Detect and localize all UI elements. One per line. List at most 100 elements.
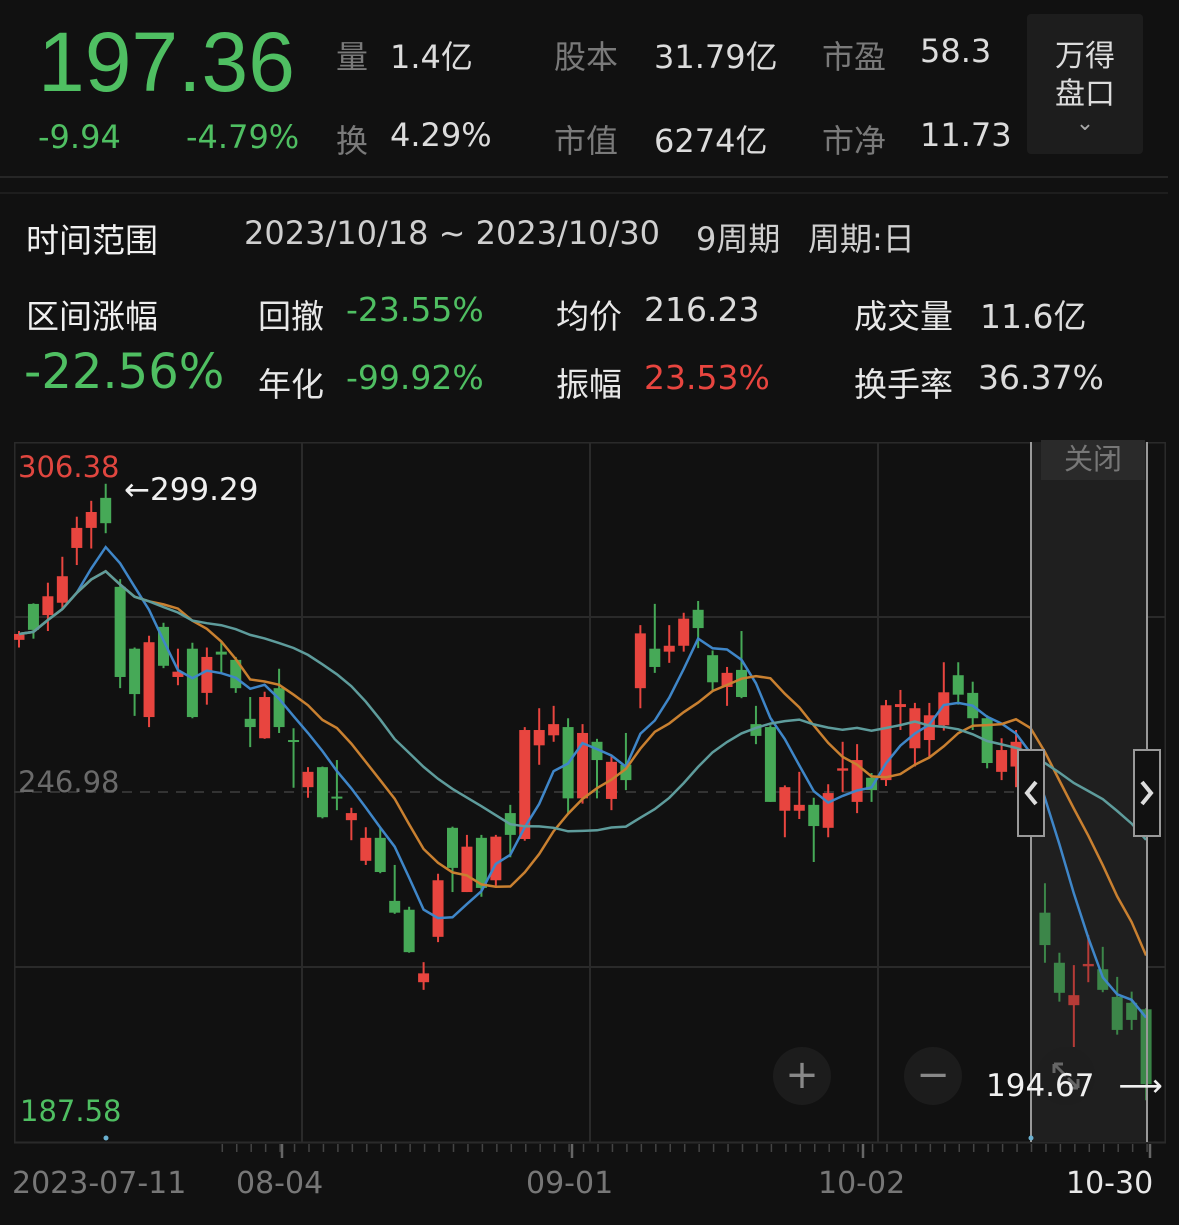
- close-selection-button[interactable]: 关闭: [1041, 440, 1145, 480]
- candle: [779, 785, 791, 838]
- avg-price-value: 216.23: [644, 290, 760, 329]
- candle: [880, 699, 892, 786]
- candle-body: [129, 648, 141, 695]
- candle: [707, 650, 719, 690]
- candle-body: [215, 651, 227, 655]
- avg-price-label: 均价: [556, 297, 622, 336]
- candle: [1068, 965, 1080, 1048]
- candle-body: [866, 777, 878, 791]
- candle-body: [1053, 962, 1065, 993]
- chevron-right-icon: [1140, 780, 1154, 806]
- candle-body: [938, 692, 950, 726]
- range-dates[interactable]: 2023/10/18 ~ 2023/10/30: [244, 214, 661, 252]
- candle-body: [186, 648, 198, 718]
- candle: [1039, 883, 1051, 963]
- candle: [71, 516, 83, 566]
- candle-body: [244, 718, 256, 728]
- candle: [764, 725, 776, 802]
- candle-body: [1010, 741, 1022, 767]
- candle-body: [403, 909, 415, 953]
- candle-body: [851, 760, 863, 802]
- candle: [418, 962, 430, 990]
- zoom-in-button[interactable]: +: [773, 1047, 831, 1105]
- candle-body: [808, 804, 820, 827]
- candle-body: [461, 846, 473, 893]
- wind-orderbook-button[interactable]: 万得 盘口 ⌄: [1027, 14, 1143, 154]
- amplitude-value: 23.53%: [644, 358, 770, 397]
- period-type[interactable]: 周期:日: [808, 220, 915, 258]
- candle: [1126, 991, 1138, 1030]
- candle-body: [447, 827, 458, 868]
- price-change-pct: -4.79%: [186, 118, 300, 156]
- candle: [736, 631, 747, 699]
- candle-body: [620, 764, 632, 781]
- volume-label: 量: [336, 38, 369, 76]
- turnover-label: 换: [336, 122, 369, 160]
- candle: [475, 834, 487, 897]
- candle: [1082, 935, 1094, 983]
- candle-body: [42, 596, 54, 616]
- candle-body: [158, 626, 169, 666]
- turnover-value: 4.29%: [390, 116, 492, 154]
- candle-body: [533, 730, 545, 746]
- candle-body: [837, 768, 849, 771]
- candle-body: [996, 750, 1008, 772]
- candle: [100, 483, 112, 534]
- expand-button[interactable]: [1037, 1047, 1095, 1105]
- candle-body: [548, 724, 560, 736]
- candle: [634, 625, 646, 709]
- candle: [288, 728, 300, 788]
- candle: [114, 579, 126, 689]
- candle-body: [649, 648, 661, 667]
- candle: [952, 662, 964, 705]
- market-cap-value: 6274亿: [654, 122, 768, 160]
- candlestick-chart[interactable]: [14, 442, 1166, 1162]
- pe-label: 市盈: [822, 38, 887, 76]
- candle: [577, 724, 589, 804]
- candle-body: [793, 804, 805, 811]
- range-handle-right: [1133, 749, 1161, 837]
- high-marker-value: 299.29: [149, 472, 259, 508]
- pe-value: 58.3: [920, 32, 992, 70]
- amplitude-label: 振幅: [556, 365, 622, 404]
- candle-body: [201, 656, 213, 693]
- range-change-value: -22.56%: [24, 344, 225, 400]
- candle-body: [27, 603, 39, 630]
- volume-value: 1.4亿: [390, 38, 473, 76]
- range-change-label: 区间涨幅: [26, 297, 158, 336]
- candle: [894, 689, 906, 731]
- share-capital-label: 股本: [554, 38, 619, 76]
- candle-body: [302, 771, 314, 788]
- candle: [331, 760, 343, 811]
- candle-body: [114, 586, 126, 677]
- candle: [1010, 730, 1022, 788]
- x-tick-label: 09-01: [526, 1166, 614, 1201]
- wind-line2: 盘口: [1055, 77, 1115, 112]
- annualized-value: -99.92%: [346, 358, 484, 397]
- chevron-down-icon: ⌄: [1075, 111, 1095, 136]
- candle: [620, 732, 632, 791]
- candle: [490, 834, 502, 887]
- expand-icon: [1052, 1062, 1080, 1090]
- candle-body: [707, 655, 719, 683]
- candle: [259, 691, 271, 739]
- price-mid-label: 246.98: [18, 765, 120, 799]
- candle-body: [1039, 912, 1051, 946]
- zoom-out-button[interactable]: −: [904, 1047, 962, 1105]
- candle: [360, 827, 372, 865]
- candle: [374, 827, 386, 874]
- candle: [447, 826, 458, 893]
- candle: [172, 648, 184, 686]
- candle-body: [100, 497, 112, 524]
- candle-body: [736, 669, 747, 698]
- candle: [316, 766, 328, 819]
- pb-value: 11.73: [920, 116, 1012, 154]
- candle-body: [1097, 969, 1109, 990]
- candle-body: [331, 796, 343, 799]
- low-marker: 194.67 ⟶: [986, 1068, 1163, 1104]
- candle: [403, 906, 415, 953]
- candle-body: [909, 708, 921, 749]
- candle-body: [1111, 996, 1123, 1030]
- candle-body: [288, 740, 300, 743]
- candle-body: [360, 837, 372, 861]
